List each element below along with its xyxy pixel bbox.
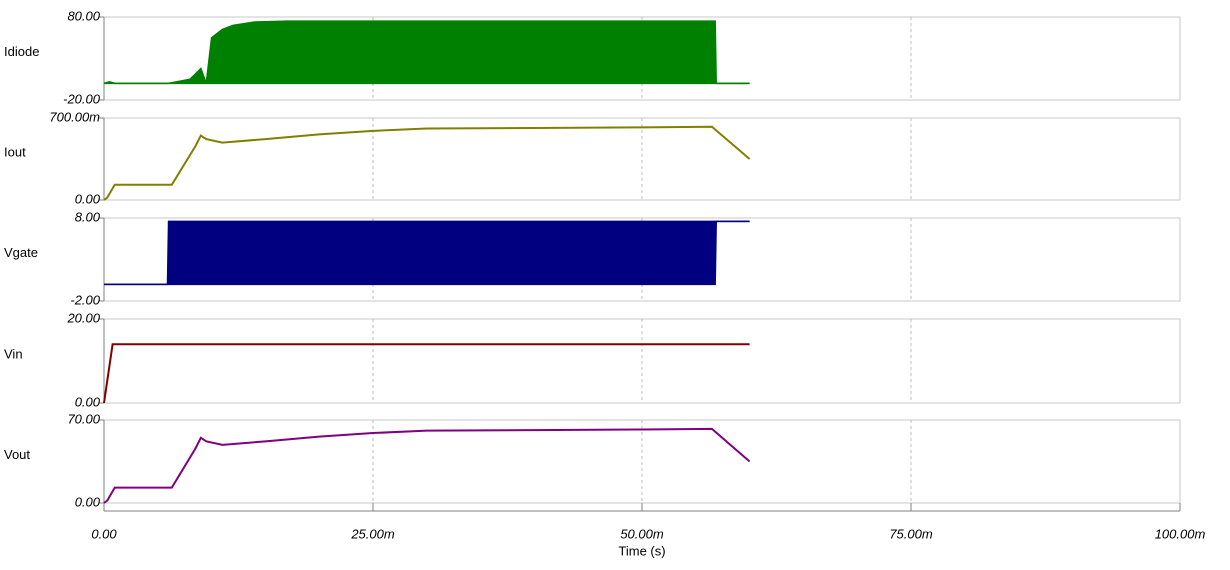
y-tick-label: 70.00 [67,411,100,426]
y-tick-label: 20.00 [66,310,100,325]
trace-label: Idiode [4,44,39,59]
y-tick-label: 80.00 [67,8,100,23]
x-tick-label: 25.00m [350,526,395,541]
x-tick-label: 100.00m [1155,526,1206,541]
y-tick-label: 0.00 [75,191,101,206]
trace-line [103,427,751,504]
y-tick-label: 8.00 [75,209,101,224]
y-tick-label: -20.00 [63,91,101,106]
trace-label: Vgate [4,245,38,260]
trace-label: Iout [4,145,26,160]
x-tick-label: 75.00m [889,526,933,541]
band-fill [104,21,750,84]
y-tick-label: -2.00 [70,292,100,307]
trace-label: Vin [4,347,23,362]
band-min-line [104,220,750,286]
trace-line [103,343,750,404]
y-tick-label: 0.00 [75,494,101,509]
y-tick-label: 700.00m [49,109,100,124]
y-tick-label: 0.00 [75,394,101,409]
trace-label: Vout [4,447,30,462]
trace-line [103,125,751,201]
x-axis-title: Time (s) [618,543,665,558]
x-tick-label: 0.00 [91,526,117,541]
x-tick-label: 50.00m [620,526,664,541]
band-fill [104,221,750,285]
